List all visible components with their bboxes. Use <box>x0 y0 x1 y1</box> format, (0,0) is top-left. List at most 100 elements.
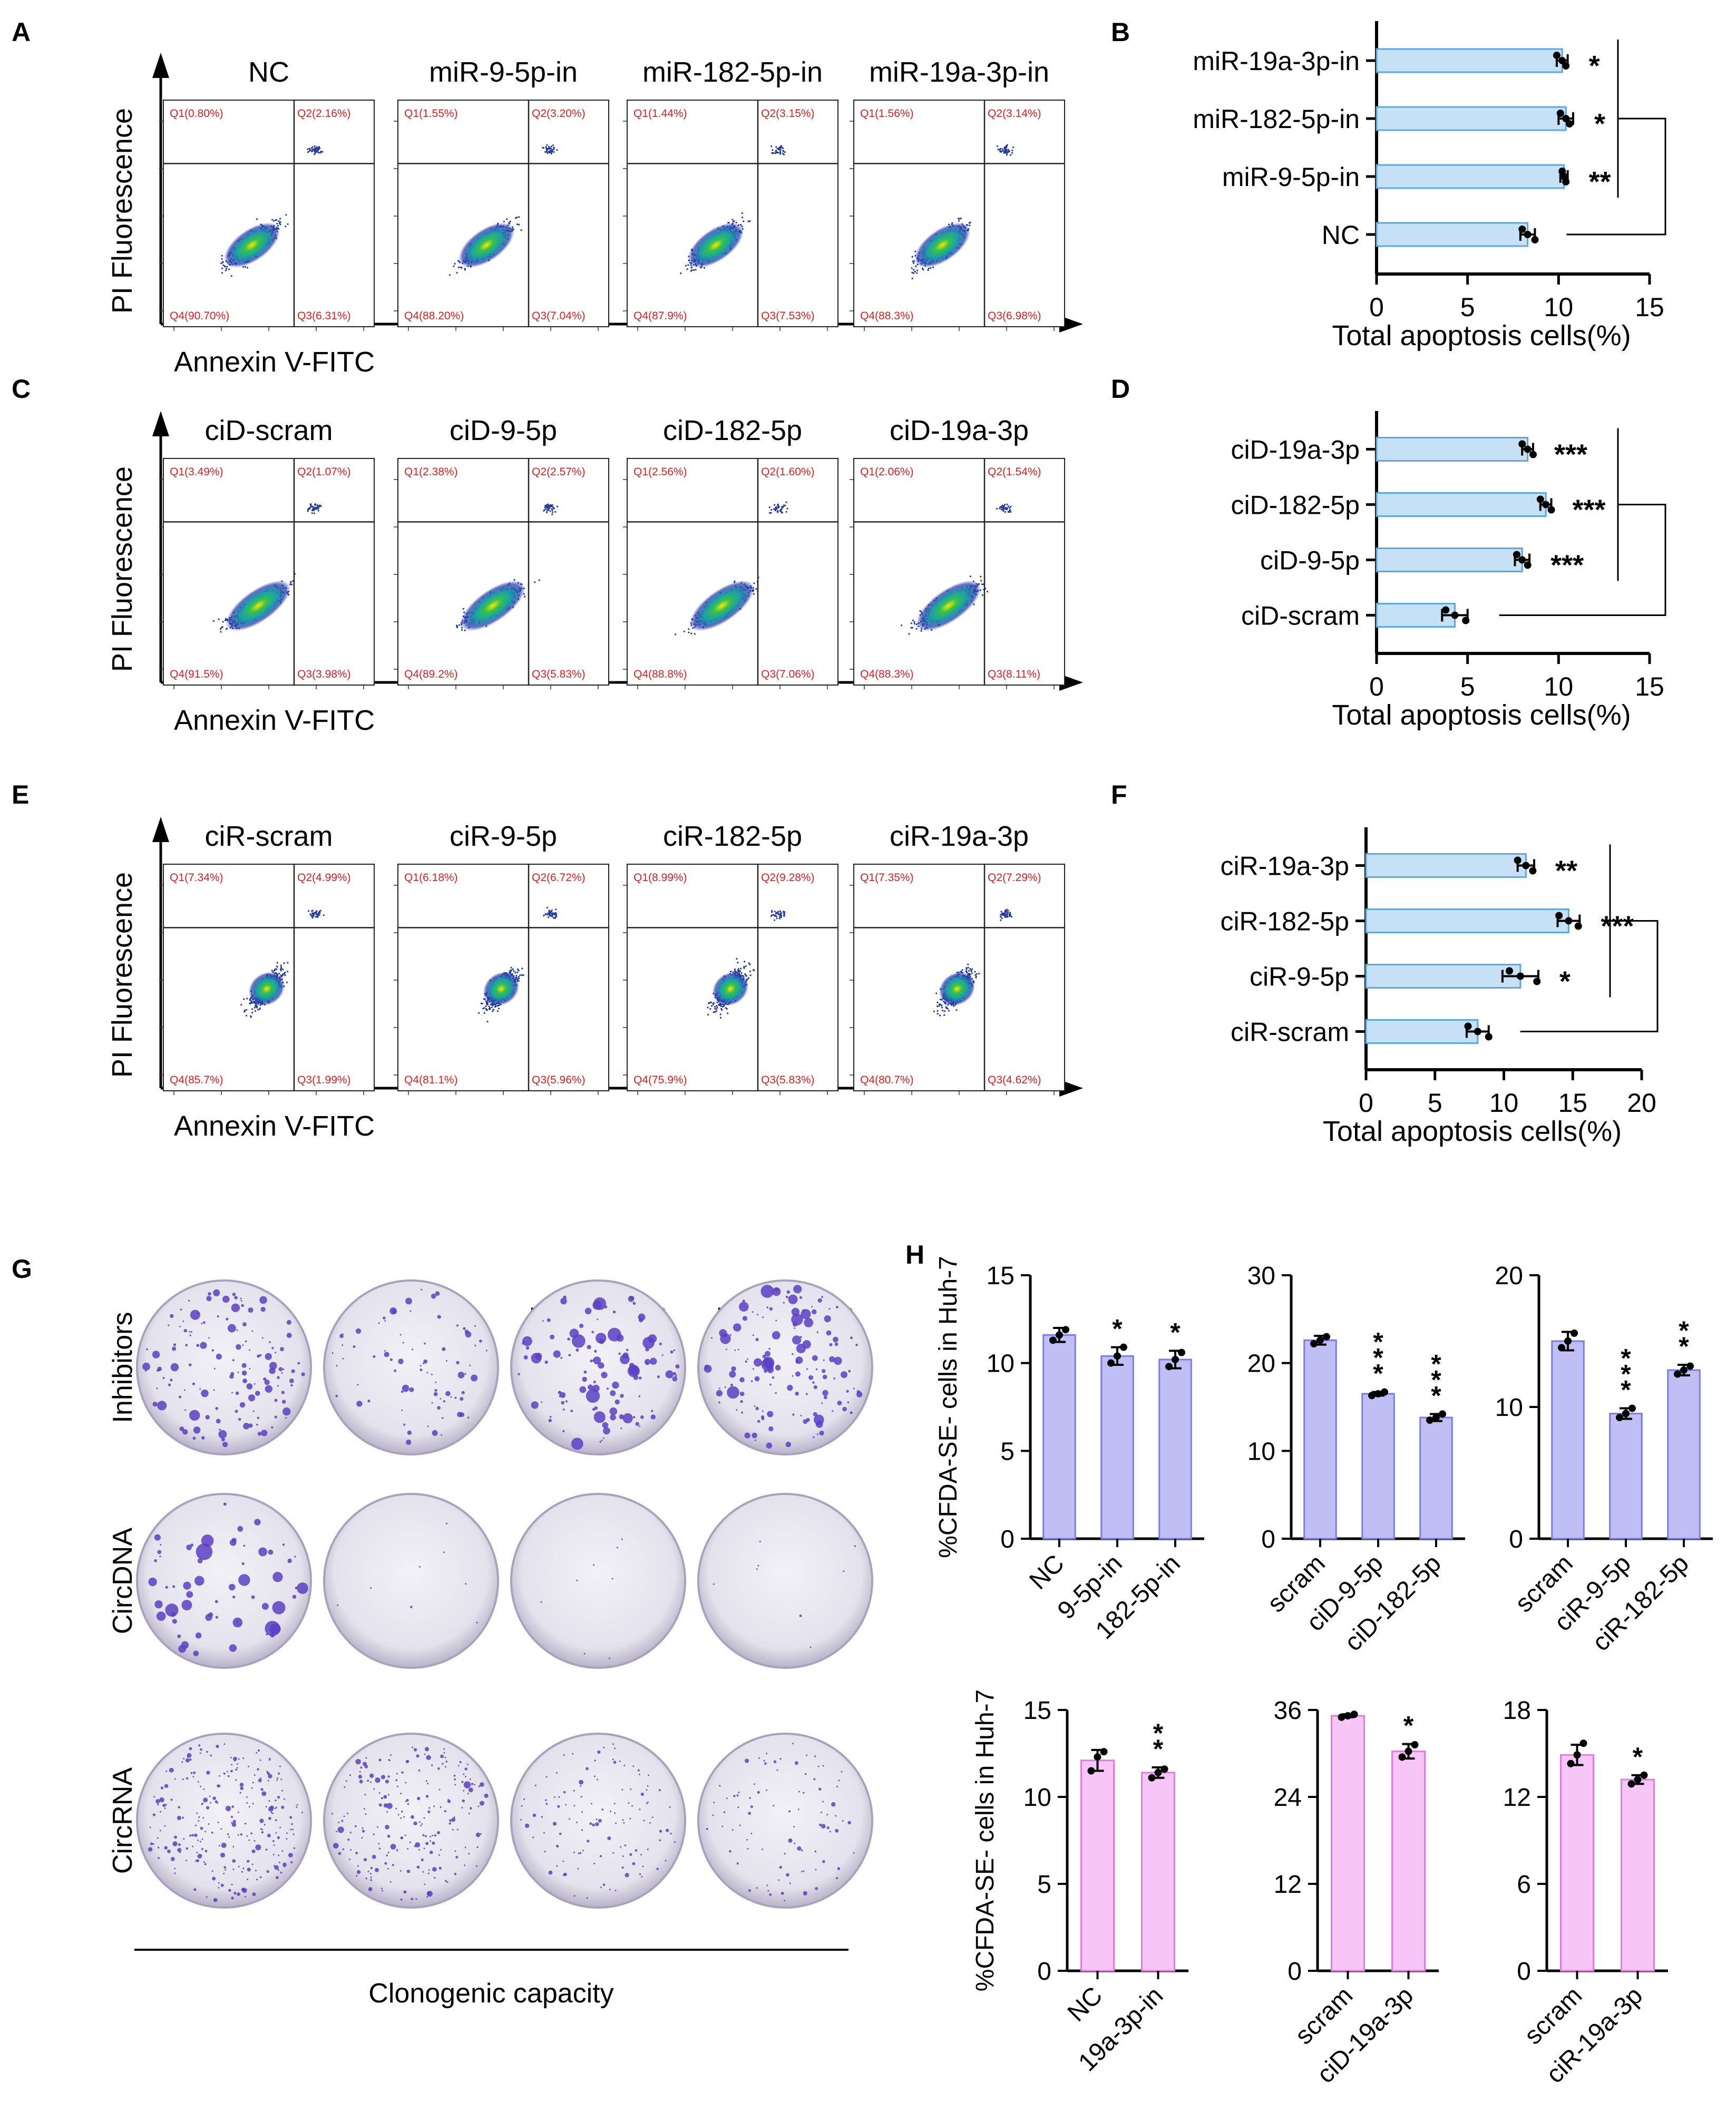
scatter-point <box>284 974 286 976</box>
scatter-point <box>774 504 776 506</box>
scatter-point <box>1004 504 1006 506</box>
quadrant-label-q3: Q3(7.53%) <box>761 310 815 322</box>
scatter-point <box>779 147 781 149</box>
scatter-point <box>251 1012 253 1014</box>
scatter-point <box>928 268 930 270</box>
scatter-point <box>518 216 520 218</box>
quadrant-label-q4: Q4(85.7%) <box>170 1074 223 1086</box>
scatter-point <box>518 976 520 978</box>
scatter-point <box>715 1010 717 1012</box>
quadrant-label-q3: Q3(7.04%) <box>532 310 586 322</box>
scatter-point <box>686 268 688 270</box>
flow-plot-title: ciR-scram <box>205 820 333 852</box>
scatter-point <box>272 220 275 222</box>
flow-plot-frame <box>163 100 375 327</box>
scatter-point <box>913 262 915 264</box>
scatter-point <box>785 501 787 503</box>
scatter-point <box>780 145 782 147</box>
scatter-point <box>548 505 550 508</box>
scatter-point <box>313 512 316 514</box>
scatter-point <box>916 272 918 274</box>
scatter-point <box>243 998 245 1000</box>
scatter-point <box>280 970 282 972</box>
scatter-point <box>553 151 555 153</box>
scatter-point <box>283 962 285 964</box>
scatter-point <box>777 505 779 507</box>
scatter-point <box>555 913 558 915</box>
scatter-point <box>318 152 320 154</box>
scatter-point <box>548 914 550 916</box>
flow-plot-title: ciD-182-5p <box>663 415 802 446</box>
scatter-point <box>516 223 519 226</box>
scatter-point <box>743 220 745 222</box>
scatter-point <box>310 914 312 916</box>
scatter-point <box>228 268 230 270</box>
scatter-point <box>506 218 508 220</box>
scatter-cloud <box>680 145 786 275</box>
scatter-point <box>314 148 316 150</box>
scatter-point <box>969 575 971 578</box>
scatter-point <box>911 267 913 269</box>
scatter-point <box>1001 504 1003 507</box>
scatter-point <box>491 1006 493 1009</box>
scatter-point <box>221 258 223 260</box>
scatter-point <box>483 1007 485 1009</box>
scatter-point <box>212 620 214 622</box>
scatter-point <box>454 263 456 265</box>
scatter-point <box>314 912 316 914</box>
scatter-point <box>913 272 915 274</box>
scatter-point <box>221 272 223 274</box>
scatter-point <box>255 1005 257 1007</box>
scatter-point <box>274 969 276 971</box>
scatter-point <box>986 591 989 593</box>
scatter-point <box>313 153 316 155</box>
scatter-point <box>910 622 912 624</box>
scatter-point <box>516 971 519 973</box>
scatter-point <box>549 150 551 152</box>
scatter-point <box>552 144 554 146</box>
quadrant-label-q1: Q1(1.56%) <box>860 107 914 120</box>
scatter-point <box>319 912 321 914</box>
scatter-point <box>316 504 318 506</box>
scatter-point <box>307 151 309 153</box>
scatter-point <box>551 511 554 513</box>
scatter-point <box>456 627 459 629</box>
flow-plot-title: miR-182-5p-in <box>642 56 823 88</box>
flow-plot-title: miR-19a-3p-in <box>869 56 1049 88</box>
quadrant-label-q1: Q1(1.55%) <box>404 107 458 120</box>
scatter-point <box>311 910 313 912</box>
scatter-point <box>246 267 248 269</box>
scatter-point <box>545 148 548 150</box>
quadrant-label-q1: Q1(0.80%) <box>170 107 223 120</box>
scatter-point <box>1011 150 1013 152</box>
scatter-point <box>980 575 982 578</box>
scatter-point <box>282 969 284 971</box>
scatter-point <box>286 981 288 983</box>
scatter-point <box>1003 148 1006 150</box>
scatter-point <box>321 151 324 153</box>
scatter-point <box>312 915 314 917</box>
scatter-point <box>550 145 552 148</box>
scatter-point <box>461 629 463 631</box>
scatter-point <box>720 1008 723 1010</box>
scatter-point <box>317 149 319 151</box>
quadrant-label-q2: Q2(3.14%) <box>988 107 1041 120</box>
scatter-point <box>219 628 221 630</box>
scatter-point <box>221 255 223 257</box>
scatter-point <box>556 505 559 507</box>
scatter-point <box>911 256 913 258</box>
scatter-point <box>456 272 458 274</box>
quadrant-label-q1: Q1(2.06%) <box>860 466 914 478</box>
scatter-point <box>775 150 777 152</box>
quadrant-label-q1: Q1(6.18%) <box>404 872 458 884</box>
scatter-point <box>548 916 550 918</box>
scatter-point <box>958 220 960 222</box>
scatter-point <box>552 917 555 919</box>
scatter-point <box>548 145 550 148</box>
y-axis-arrowhead <box>152 817 169 842</box>
scatter-point <box>1006 509 1008 511</box>
scatter-point <box>785 511 787 513</box>
scatter-point <box>226 266 228 268</box>
